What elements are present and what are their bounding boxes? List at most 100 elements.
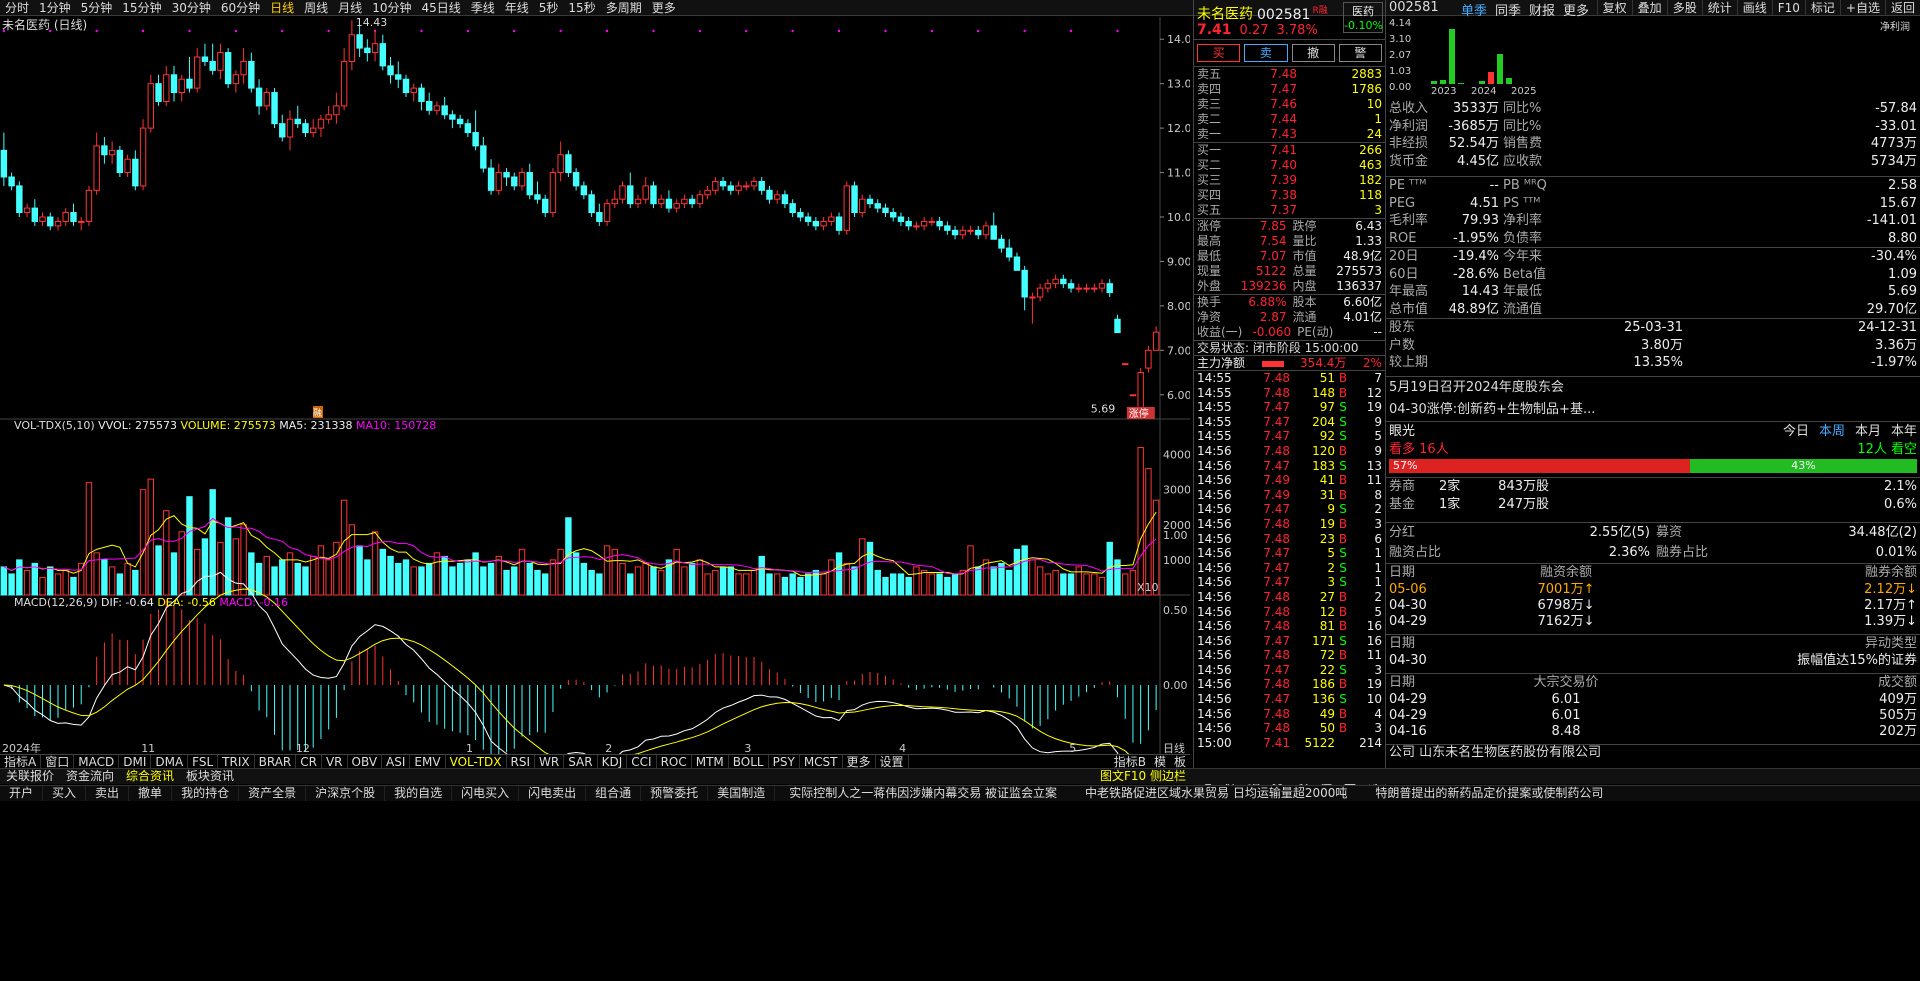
- trade-btn-1[interactable]: 卖: [1244, 44, 1288, 62]
- fin-tab-3[interactable]: 更多: [1563, 4, 1590, 19]
- period-5[interactable]: 60分钟: [220, 0, 261, 15]
- trade-btn-2[interactable]: 撤: [1291, 44, 1335, 62]
- ticker-news-0[interactable]: 实际控制人之一蒋伟因涉嫌内幕交易 被证监会立案: [789, 786, 1058, 800]
- period-13[interactable]: 5秒: [538, 0, 559, 15]
- indicator-tab-18[interactable]: CCI: [627, 755, 657, 769]
- bottom-right[interactable]: 图文F10 侧边栏: [1100, 769, 1186, 783]
- fin-tab-2[interactable]: 财报: [1529, 4, 1556, 19]
- eye-tab-1[interactable]: 本周: [1818, 423, 1845, 439]
- period-2[interactable]: 5分钟: [80, 0, 113, 15]
- tool-3[interactable]: 统计: [1701, 0, 1737, 15]
- indicator-tab-14[interactable]: RSI: [507, 755, 536, 769]
- tool-6[interactable]: 标记: [1804, 0, 1840, 15]
- taskbar-item-3[interactable]: 撤单: [129, 786, 173, 801]
- x-axis-label: 11: [141, 742, 155, 755]
- trade-btn-3[interactable]: 警: [1338, 44, 1382, 62]
- period-14[interactable]: 15秒: [568, 0, 596, 15]
- fin-bar: [1458, 82, 1464, 84]
- tool-1[interactable]: 叠加: [1631, 0, 1667, 15]
- indicator-tab-0[interactable]: 指标A: [0, 755, 42, 769]
- indicator-tab-16[interactable]: SAR: [564, 755, 598, 769]
- indicator-tab-5[interactable]: FSL: [188, 755, 219, 769]
- indicator-tab-12[interactable]: EMV: [410, 755, 446, 769]
- indicator-tab-1[interactable]: 窗口: [41, 755, 75, 769]
- period-6[interactable]: 日线: [270, 0, 295, 15]
- period-8[interactable]: 月线: [338, 0, 363, 15]
- indicator-tab-10[interactable]: OBV: [348, 755, 383, 769]
- indicator-right-1[interactable]: 模: [1153, 755, 1166, 769]
- sector-box[interactable]: 医药 -0.10%: [1343, 2, 1383, 33]
- indicator-tab-7[interactable]: BRAR: [255, 755, 297, 769]
- taskbar-item-11[interactable]: 预警委托: [641, 786, 709, 801]
- eye-tab-0[interactable]: 今日: [1782, 423, 1809, 439]
- ticker-news-1[interactable]: 中老铁路促进区域水果贸易 日均运输量超2000吨: [1085, 786, 1348, 800]
- taskbar-item-1[interactable]: 买入: [43, 786, 87, 801]
- bottom-tab-2[interactable]: 综合资讯: [126, 769, 175, 783]
- taskbar-item-4[interactable]: 我的持仓: [172, 786, 240, 801]
- kline-chart[interactable]: 14.0013.0012.0011.0010.009.008.007.006.0…: [0, 17, 1190, 757]
- indicator-tab-15[interactable]: WR: [535, 755, 565, 769]
- stat2-row: 换手 6.88% 股本 6.60亿: [1197, 295, 1382, 309]
- taskbar-item-9[interactable]: 闪电卖出: [519, 786, 587, 801]
- volume-bar: [387, 555, 394, 596]
- indicator-tab-3[interactable]: DMI: [119, 755, 152, 769]
- tool-2[interactable]: 多股: [1666, 0, 1702, 15]
- indicator-tab-23[interactable]: MCST: [800, 755, 843, 769]
- indicator-tab-9[interactable]: VR: [322, 755, 348, 769]
- taskbar-item-0[interactable]: 开户: [0, 786, 44, 801]
- taskbar-item-8[interactable]: 闪电买入: [452, 786, 520, 801]
- fin-tab-0[interactable]: 单季: [1461, 4, 1488, 19]
- period-16[interactable]: 更多: [651, 0, 676, 15]
- period-1[interactable]: 1分钟: [39, 0, 71, 15]
- indicator-tab-6[interactable]: TRIX: [218, 755, 255, 769]
- indicator-tab-2[interactable]: MACD: [74, 755, 120, 769]
- bottom-tab-3[interactable]: 板块资讯: [186, 769, 235, 783]
- news-item[interactable]: 04-30涨停:创新药+生物制品+基...: [1389, 401, 1596, 417]
- taskbar-item-7[interactable]: 我的自选: [385, 786, 453, 801]
- period-12[interactable]: 年线: [504, 0, 529, 15]
- indicator-tab-25[interactable]: 设置: [876, 755, 909, 769]
- taskbar-item-6[interactable]: 沪深京个股: [306, 786, 386, 801]
- indicator-tab-13[interactable]: VOL-TDX: [446, 755, 507, 769]
- tool-0[interactable]: 复权: [1596, 0, 1632, 15]
- taskbar-item-12[interactable]: 美国制造: [708, 786, 776, 801]
- margin-head: 日期 融资余额 融券余额: [1389, 564, 1917, 580]
- bottom-tab-1[interactable]: 资金流向: [66, 769, 115, 783]
- period-3[interactable]: 15分钟: [122, 0, 162, 15]
- indicator-tab-24[interactable]: 更多: [843, 755, 876, 769]
- tag-rong: [313, 406, 323, 418]
- bottom-tab-0[interactable]: 关联报价: [6, 769, 55, 783]
- indicator-tab-11[interactable]: ASI: [382, 755, 411, 769]
- tool-7[interactable]: +自选: [1839, 0, 1885, 15]
- taskbar-item-2[interactable]: 卖出: [86, 786, 130, 801]
- fin-tab-1[interactable]: 同季: [1495, 4, 1522, 19]
- period-15[interactable]: 多周期: [605, 0, 642, 15]
- period-11[interactable]: 季线: [470, 0, 495, 15]
- indicator-tab-20[interactable]: MTM: [692, 755, 729, 769]
- period-4[interactable]: 30分钟: [171, 0, 211, 15]
- volume-bar: [248, 552, 255, 596]
- tool-8[interactable]: 返回: [1884, 0, 1920, 15]
- period-9[interactable]: 10分钟: [372, 0, 412, 15]
- taskbar-item-5[interactable]: 资产全景: [239, 786, 307, 801]
- ticker-news-2[interactable]: 特朗普提出的新药品定价提案或使制药公司: [1375, 786, 1604, 800]
- tool-5[interactable]: F10: [1771, 0, 1805, 15]
- indicator-tab-8[interactable]: CR: [296, 755, 322, 769]
- indicator-tab-19[interactable]: ROC: [657, 755, 692, 769]
- period-10[interactable]: 45日线: [421, 0, 461, 15]
- indicator-tab-17[interactable]: KDJ: [598, 755, 628, 769]
- taskbar-item-10[interactable]: 组合通: [586, 786, 642, 801]
- indicator-right-2[interactable]: 板: [1173, 755, 1186, 769]
- indicator-right-0[interactable]: 指标B: [1113, 755, 1146, 769]
- news-item[interactable]: 5月19日召开2024年度股东会: [1389, 379, 1564, 395]
- tool-4[interactable]: 画线: [1736, 0, 1772, 15]
- indicator-tab-22[interactable]: PSY: [769, 755, 800, 769]
- trade-btn-0[interactable]: 买: [1197, 44, 1241, 62]
- indicator-tab-21[interactable]: BOLL: [729, 755, 769, 769]
- period-0[interactable]: 分时: [5, 0, 30, 15]
- eye-tab-2[interactable]: 本月: [1854, 423, 1881, 439]
- period-7[interactable]: 周线: [304, 0, 329, 15]
- bull-bar: 57%: [1389, 458, 1690, 473]
- indicator-tab-4[interactable]: DMA: [151, 755, 189, 769]
- eye-tab-3[interactable]: 本年: [1890, 423, 1917, 439]
